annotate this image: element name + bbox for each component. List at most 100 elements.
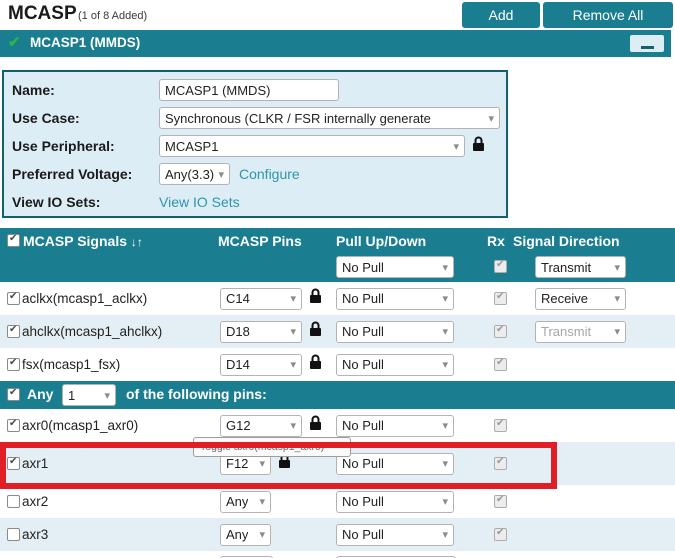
signal-checkbox[interactable] [7, 357, 20, 371]
pin-select[interactable]: C14 ▾ [220, 287, 302, 310]
lock-icon [472, 136, 485, 157]
table-row: axr2 Any ▾ No Pull ▾ [0, 485, 675, 518]
pull-all-select[interactable]: No Pull ▾ [336, 256, 454, 278]
lock-icon [309, 321, 322, 342]
name-input[interactable] [159, 79, 339, 101]
signal-checkbox[interactable] [7, 456, 20, 470]
signal-checkbox[interactable] [7, 291, 20, 305]
any-group-header: Any 1 ▾ of the following pins: [0, 381, 675, 409]
table-row: axr3 Any ▾ No Pull ▾ [0, 518, 675, 551]
direction-column-header: Signal Direction [513, 233, 620, 249]
pin-cell: F12 ▾ [220, 442, 291, 485]
rx-column-header: Rx [487, 233, 505, 249]
pull-value: No Pull [342, 357, 384, 372]
pull-select[interactable]: No Pull ▾ [336, 320, 454, 343]
valid-check-icon: ✔ [8, 34, 21, 51]
pull-select[interactable]: No Pull ▾ [336, 452, 454, 475]
rx-checkbox[interactable] [494, 456, 507, 470]
instance-banner[interactable]: ✔ MCASP1 (MMDS) [0, 30, 671, 57]
lock-icon [309, 288, 322, 309]
top-bar: MCASP (1 of 8 Added) Add Remove All [0, 0, 675, 30]
rx-all-checkbox[interactable] [494, 259, 507, 273]
group-checkbox[interactable] [7, 387, 20, 401]
pin-select[interactable]: Any ▾ [220, 490, 271, 513]
collapse-button[interactable] [630, 35, 664, 52]
form-row-peripheral: Use Peripheral: MCASP1 ▾ [4, 133, 506, 161]
group-rest-label: of the following pins: [126, 386, 267, 402]
direction-all-select[interactable]: Transmit ▾ [535, 256, 626, 278]
form-row-usecase: Use Case: Synchronous (CLKR / FSR intern… [4, 105, 506, 133]
chevron-down-icon: ▾ [218, 168, 224, 181]
peripheral-select[interactable]: MCASP1 ▾ [159, 135, 465, 157]
chevron-down-icon: ▾ [290, 359, 296, 371]
rx-checkbox[interactable] [494, 324, 507, 338]
sort-icon[interactable]: ↓↑ [130, 235, 143, 249]
group-any-label: Any [27, 386, 54, 402]
pull-select[interactable]: No Pull ▾ [336, 414, 454, 437]
chevron-down-icon: ▾ [442, 529, 448, 541]
usecase-label: Use Case: [12, 110, 80, 126]
signals-all-checkbox[interactable] [7, 233, 20, 247]
voltage-select[interactable]: Any(3.3) ▾ [159, 163, 230, 185]
pull-value: No Pull [342, 527, 384, 542]
rx-cell [494, 518, 507, 551]
group-count-select[interactable]: 1 ▾ [62, 384, 116, 406]
pin-cell: Any ▾ [220, 485, 271, 518]
pull-select[interactable]: No Pull ▾ [336, 490, 454, 513]
minus-icon [640, 45, 654, 49]
direction-cell: Receive ▾ [535, 282, 626, 315]
signal-checkbox[interactable] [7, 528, 20, 541]
pin-select[interactable]: D18 ▾ [220, 320, 302, 343]
peripheral-label: Use Peripheral: [12, 138, 115, 154]
pull-cell: No Pull ▾ [336, 518, 454, 551]
signal-label: fsx(mcasp1_fsx) [22, 357, 121, 372]
pin-value: D18 [226, 324, 250, 339]
pull-value: No Pull [342, 291, 384, 306]
pin-cell: G12 ▾ [220, 409, 322, 442]
pull-select[interactable]: No Pull ▾ [336, 287, 454, 310]
chevron-down-icon: ▾ [259, 458, 265, 470]
chevron-down-icon: ▾ [442, 326, 448, 338]
signal-label: axr3 [22, 527, 49, 542]
direction-select[interactable]: Transmit ▾ [535, 320, 626, 343]
table-row: aclkx(mcasp1_aclkx) C14 ▾ No Pull ▾ Rece… [0, 282, 675, 315]
chevron-down-icon: ▾ [442, 420, 448, 432]
pin-cell: D14 ▾ [220, 348, 322, 381]
pin-select[interactable]: G12 ▾ [220, 414, 302, 437]
direction-select[interactable]: Receive ▾ [535, 287, 626, 310]
peripheral-value: MCASP1 [165, 138, 219, 154]
partial-pull-select [336, 556, 456, 558]
table-row: fsx(mcasp1_fsx) D14 ▾ No Pull ▾ [0, 348, 675, 381]
pin-value: Any [226, 527, 249, 542]
rx-cell [494, 442, 507, 485]
add-button[interactable]: Add [462, 2, 540, 28]
rx-checkbox[interactable] [494, 291, 507, 305]
partial-pin-select [220, 556, 273, 558]
pull-select[interactable]: No Pull ▾ [336, 353, 454, 376]
pin-select[interactable]: D14 ▾ [220, 353, 302, 376]
pull-select[interactable]: No Pull ▾ [336, 523, 454, 546]
remove-all-button[interactable]: Remove All [543, 2, 673, 28]
pin-select[interactable]: Any ▾ [220, 523, 271, 546]
signal-checkbox[interactable] [7, 324, 20, 338]
chevron-down-icon: ▾ [442, 496, 448, 508]
table-row: ahclkx(mcasp1_ahclkx) D18 ▾ No Pull ▾ Tr… [0, 315, 675, 348]
rx-checkbox[interactable] [494, 494, 507, 508]
direction-value: Transmit [541, 324, 592, 339]
configure-link[interactable]: Configure [239, 166, 300, 182]
signal-checkbox[interactable] [7, 418, 20, 432]
pin-select[interactable]: F12 ▾ [220, 452, 271, 475]
rx-checkbox[interactable] [494, 527, 507, 541]
pin-value: C14 [226, 291, 250, 306]
pull-cell: No Pull ▾ [336, 409, 454, 442]
view-io-sets-link[interactable]: View IO Sets [159, 194, 240, 210]
pull-column-header: Pull Up/Down [336, 233, 427, 249]
signal-cell: fsx(mcasp1_fsx) [7, 348, 120, 381]
signal-label: axr0(mcasp1_axr0) [22, 418, 139, 433]
rx-checkbox[interactable] [494, 357, 507, 371]
rx-checkbox[interactable] [494, 418, 507, 432]
signal-checkbox[interactable] [7, 495, 20, 508]
usecase-select[interactable]: Synchronous (CLKR / FSR internally gener… [159, 107, 500, 129]
chevron-down-icon: ▾ [442, 359, 448, 371]
